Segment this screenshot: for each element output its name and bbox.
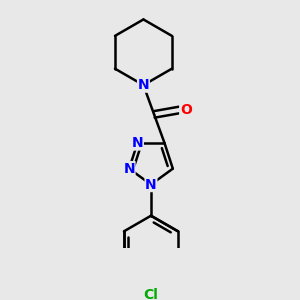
Text: N: N [132, 136, 143, 150]
Text: N: N [138, 78, 149, 92]
Text: N: N [123, 162, 135, 176]
Text: O: O [180, 103, 192, 117]
Text: Cl: Cl [143, 287, 158, 300]
Text: N: N [145, 178, 157, 191]
